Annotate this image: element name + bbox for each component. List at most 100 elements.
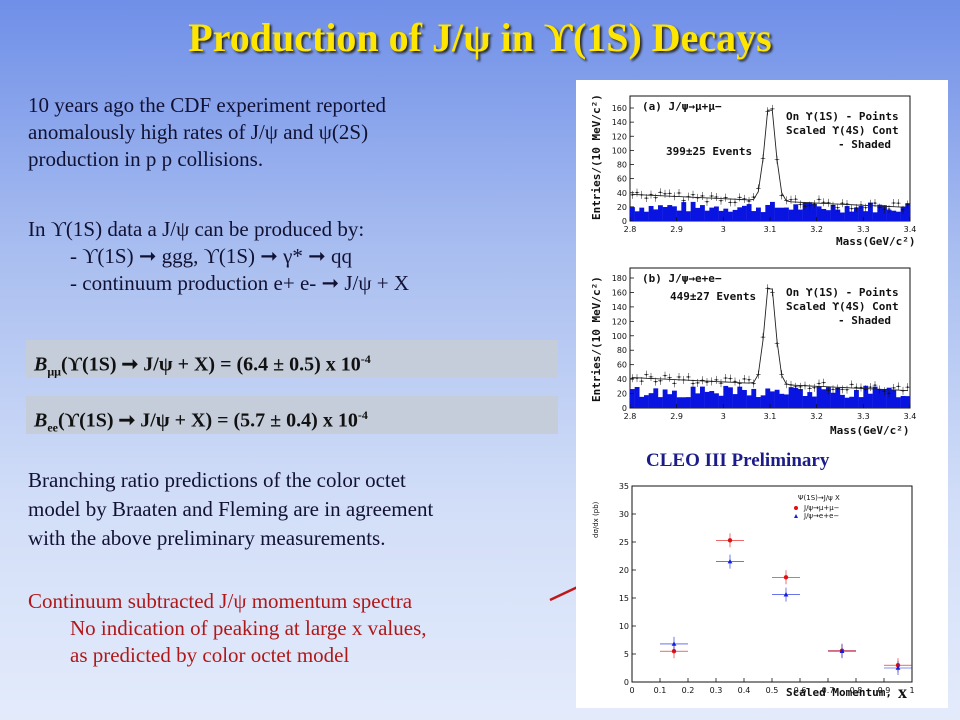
prediction-line: model by Braaten and Fleming are in agre… (28, 497, 434, 521)
histogram-bar (872, 212, 878, 221)
slide-title: Production of J/ψ in ϒ(1S) Decays (188, 15, 772, 60)
tick-label: 0.9 (878, 686, 891, 695)
legend-line: Scaled ϒ(4S) Cont (786, 124, 899, 137)
histogram-bar (770, 201, 775, 221)
tick-label: 3.1 (764, 412, 777, 421)
histogram-bar (760, 212, 766, 221)
histogram-bar (700, 386, 705, 408)
histogram-bar (662, 389, 668, 408)
histogram-bar (900, 395, 906, 408)
br-ee-box: Bee(ϒ(1S) ➞ J/ψ + X) = (5.7 ± 0.4) x 10-… (26, 396, 558, 435)
histogram-bar (840, 212, 845, 221)
histogram-bar (709, 391, 715, 408)
tick-label: 20 (617, 390, 627, 399)
tick-label: 0.6 (794, 686, 807, 695)
histogram-bar (886, 210, 892, 221)
legend-marker-mumu (794, 506, 798, 510)
histogram-bar (840, 394, 845, 408)
histogram-bar (826, 210, 831, 221)
histogram-bar (886, 387, 892, 408)
histogram-bar (634, 211, 640, 221)
histogram-bar (690, 201, 696, 221)
histogram-bar (882, 389, 887, 408)
histogram-bar (849, 211, 855, 221)
tick-label: 120 (612, 317, 627, 326)
tick-label: 80 (617, 161, 627, 170)
histogram-bar (639, 396, 645, 408)
histogram-bar (704, 391, 710, 408)
histogram-bar (728, 211, 733, 221)
histogram-bar (709, 207, 715, 221)
histogram-bar (793, 387, 799, 408)
br-mumu-box: Bμμ(ϒ(1S) ➞ J/ψ + X) = (6.4 ± 0.5) x 10-… (26, 340, 558, 379)
histogram-bar (667, 205, 673, 221)
production-item: - ϒ(1S) ➞ ggg, ϒ(1S) ➞ γ* ➞ qq (70, 244, 352, 268)
histogram-bar (714, 206, 719, 221)
histogram-bar (779, 393, 785, 408)
tick-label: 60 (617, 175, 627, 184)
tick-label: 2.8 (624, 225, 637, 234)
data-marker (671, 641, 677, 646)
y-axis-label: dσ/dx (pb) (592, 501, 600, 538)
data-marker (839, 648, 845, 653)
histogram-bar (765, 388, 771, 408)
tick-label: 80 (617, 346, 627, 355)
tick-label: 25 (619, 538, 629, 547)
histogram-bar (868, 202, 873, 221)
histogram-bar (877, 389, 883, 408)
tick-label: 0.2 (682, 686, 695, 695)
tick-label: 0 (629, 686, 634, 695)
data-marker (671, 649, 677, 654)
histogram-bar (798, 209, 803, 221)
histogram-bar (774, 207, 780, 221)
br-exponent: -4 (360, 352, 371, 366)
y-axis-label: Entries/(10 MeV/c²) (590, 94, 603, 220)
histogram-bar (681, 202, 687, 221)
panel-label: (a) J/ψ→μ+μ− (642, 100, 722, 113)
tick-label: 120 (612, 132, 627, 141)
continuum-line: as predicted by color octet model (70, 643, 350, 667)
br-mumu-value: (ϒ(1S) ➞ J/ψ + X) = (6.4 ± 0.5) x 10 (60, 353, 361, 376)
cleo-label: CLEO III Preliminary (646, 450, 830, 471)
histogram-bar (644, 211, 649, 221)
br-exponent: -4 (357, 408, 368, 422)
histogram-bar (793, 204, 799, 221)
histogram-bar (821, 389, 827, 408)
tick-label: 40 (617, 375, 627, 384)
histogram-bar (844, 206, 850, 221)
histogram-bar (718, 210, 724, 221)
intro-text: 10 years ago the CDF experiment reported… (28, 92, 568, 173)
br-symbol: B (34, 353, 48, 376)
histogram-bar (756, 397, 761, 408)
histogram-bar (676, 210, 682, 221)
panel-label: (b) J/ψ→e+e− (642, 272, 722, 285)
fit-curve (632, 288, 908, 392)
histogram-bar (826, 387, 831, 408)
tick-label: 40 (617, 189, 627, 198)
tick-label: 60 (617, 361, 627, 370)
histogram-bar (835, 387, 841, 408)
continuum-line: No indication of peaking at large x valu… (70, 616, 427, 640)
histogram-bar (751, 388, 757, 408)
legend-line: - Shaded (838, 314, 891, 327)
prediction-line: with the above preliminary measurements. (28, 526, 386, 550)
histogram-bar (788, 387, 794, 408)
histogram-bar (830, 392, 836, 408)
tick-label: 3 (721, 225, 726, 234)
histogram-bar (718, 395, 724, 408)
momentum-spectrum-chart: 0 5 10 15 20 25 30 35 0 0.1 0.2 0.3 0.4 0.5 0.6 0.7 0.8 0… (592, 482, 915, 702)
continuum-title: Continuum subtracted J/ψ momentum spectr… (28, 589, 413, 613)
y-axis-label: Entries/(10 MeV/c²) (590, 276, 603, 402)
histogram-bar (695, 393, 701, 408)
tick-label: 140 (612, 118, 627, 127)
production-section: In ϒ(1S) data a J/ψ can be produced by: … (28, 216, 568, 297)
legend-line: Scaled ϒ(4S) Cont (786, 300, 899, 313)
tick-label: 0 (622, 404, 627, 413)
production-item: - continuum production e+ e- ➞ J/ψ + X (70, 271, 410, 295)
histogram-bar (639, 207, 645, 221)
histogram-bar (896, 397, 901, 408)
tick-label: 20 (617, 203, 627, 212)
br-ee-value: (ϒ(1S) ➞ J/ψ + X) = (5.7 ± 0.4) x 10 (58, 409, 358, 432)
intro-line: anomalously high rates of J/ψ and ψ(2S) (28, 120, 369, 144)
histogram-bar (746, 395, 752, 408)
